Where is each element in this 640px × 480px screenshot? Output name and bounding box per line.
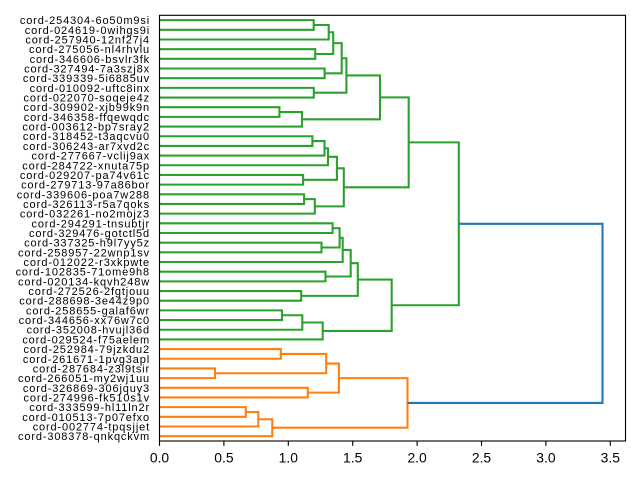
- svg-text:cord-257940-12nf27j4: cord-257940-12nf27j4: [25, 34, 150, 46]
- svg-text:cord-002774-tpqsjjet: cord-002774-tpqsjjet: [33, 421, 150, 433]
- svg-text:cord-024619-0wihgs9i: cord-024619-0wihgs9i: [25, 25, 150, 37]
- svg-text:cord-252984-79jzkdu2: cord-252984-79jzkdu2: [24, 344, 150, 356]
- svg-text:cord-326869-306jquy3: cord-326869-306jquy3: [23, 383, 150, 395]
- svg-text:cord-288698-3e44z9p0: cord-288698-3e44z9p0: [19, 296, 150, 308]
- svg-text:2.5: 2.5: [472, 449, 492, 465]
- svg-text:cord-352008-hvujl36d: cord-352008-hvujl36d: [27, 325, 150, 337]
- svg-text:3.0: 3.0: [536, 449, 556, 465]
- svg-text:cord-029524-f75aelem: cord-029524-f75aelem: [22, 334, 150, 346]
- svg-text:cord-022070-soqeje4z: cord-022070-soqeje4z: [24, 93, 150, 105]
- svg-text:cord-346606-bsvlr3fk: cord-346606-bsvlr3fk: [30, 54, 150, 66]
- svg-text:cord-306243-ar7xvd2c: cord-306243-ar7xvd2c: [23, 141, 150, 153]
- svg-text:cord-010513-7p07efxo: cord-010513-7p07efxo: [22, 412, 150, 424]
- svg-text:cord-102835-71ome9h8: cord-102835-71ome9h8: [16, 267, 150, 279]
- svg-text:1.5: 1.5: [343, 449, 363, 465]
- svg-text:cord-284722-xnuta75p: cord-284722-xnuta75p: [22, 160, 150, 172]
- svg-text:cord-308378-qnkqckvm: cord-308378-qnkqckvm: [18, 431, 150, 443]
- svg-text:3.5: 3.5: [601, 449, 621, 465]
- svg-text:cord-344656-xx76w7c0: cord-344656-xx76w7c0: [19, 315, 150, 327]
- svg-text:cord-254304-6o50m9si: cord-254304-6o50m9si: [20, 15, 150, 27]
- svg-text:cord-339339-5i6885uv: cord-339339-5i6885uv: [23, 73, 150, 85]
- svg-text:cord-287684-z3l9tsir: cord-287684-z3l9tsir: [33, 363, 150, 375]
- svg-text:cord-029207-pa74v61c: cord-029207-pa74v61c: [20, 170, 150, 182]
- svg-text:cord-274996-fk510s1v: cord-274996-fk510s1v: [24, 392, 150, 404]
- svg-text:cord-337325-h9l7yy5z: cord-337325-h9l7yy5z: [24, 238, 150, 250]
- svg-text:cord-258655-galaf6wr: cord-258655-galaf6wr: [26, 305, 150, 317]
- svg-text:cord-333599-hl11ln2r: cord-333599-hl11ln2r: [29, 402, 150, 414]
- svg-text:cord-003612-bp7sray2: cord-003612-bp7sray2: [22, 122, 150, 134]
- svg-text:0.0: 0.0: [150, 449, 170, 465]
- svg-text:cord-339606-poa7w288: cord-339606-poa7w288: [17, 189, 150, 201]
- svg-text:cord-346358-ffqewqdc: cord-346358-ffqewqdc: [24, 112, 150, 124]
- svg-text:cord-261671-1pvg3apl: cord-261671-1pvg3apl: [23, 354, 150, 366]
- svg-text:cord-275056-nl4rhvlu: cord-275056-nl4rhvlu: [29, 44, 150, 56]
- svg-text:cord-012022-r3xkpwte: cord-012022-r3xkpwte: [24, 257, 150, 269]
- svg-text:cord-326113-r5a7qoks: cord-326113-r5a7qoks: [23, 199, 150, 211]
- svg-text:cord-266051-my2wj1uu: cord-266051-my2wj1uu: [18, 373, 150, 385]
- svg-text:2.0: 2.0: [407, 449, 427, 465]
- svg-text:cord-329476-gotctl5d: cord-329476-gotctl5d: [29, 228, 150, 240]
- svg-text:cord-020134-kqvh248w: cord-020134-kqvh248w: [18, 276, 150, 288]
- svg-text:cord-032261-no2mojz3: cord-032261-no2mojz3: [20, 209, 150, 221]
- svg-text:cord-272526-2fgtjouu: cord-272526-2fgtjouu: [28, 286, 150, 298]
- svg-text:cord-277667-vclij9ax: cord-277667-vclij9ax: [32, 151, 151, 163]
- svg-text:cord-327494-7a3szj8x: cord-327494-7a3szj8x: [24, 64, 150, 76]
- svg-text:cord-318452-t3aqcvu0: cord-318452-t3aqcvu0: [23, 131, 150, 143]
- svg-text:cord-294291-tnsubtjr: cord-294291-tnsubtjr: [31, 218, 150, 230]
- svg-text:cord-279713-97a86bor: cord-279713-97a86bor: [21, 180, 150, 192]
- svg-text:cord-258957-22wnp1sv: cord-258957-22wnp1sv: [18, 247, 150, 259]
- svg-text:1.0: 1.0: [279, 449, 299, 465]
- svg-text:cord-309902-xjb99k9n: cord-309902-xjb99k9n: [24, 102, 150, 114]
- svg-text:cord-010092-uftc8inx: cord-010092-uftc8inx: [30, 83, 150, 95]
- svg-text:0.5: 0.5: [214, 449, 234, 465]
